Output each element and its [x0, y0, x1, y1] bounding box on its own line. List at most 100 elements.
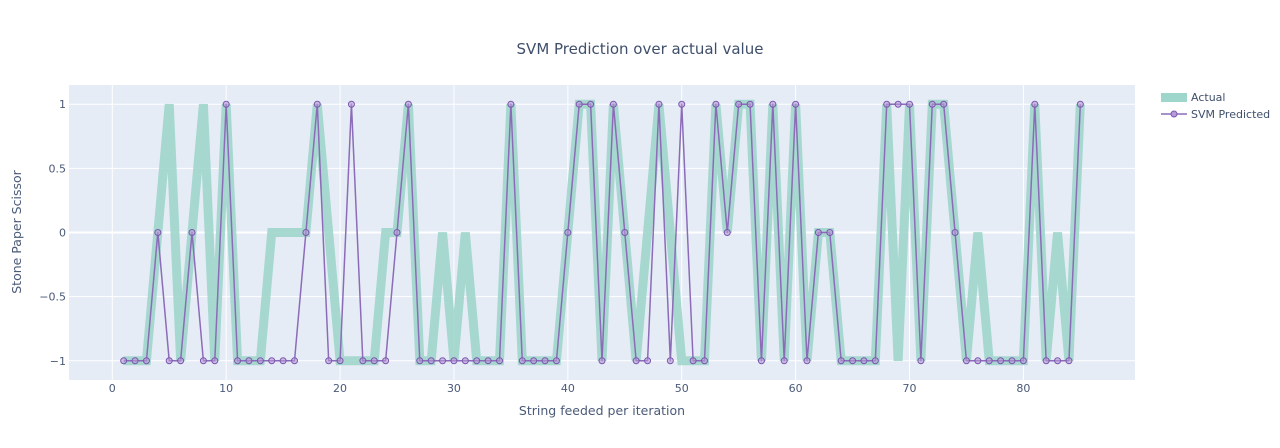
- x-tick-label: 10: [219, 382, 233, 395]
- data-point-svm-predicted[interactable]: [951, 229, 959, 236]
- data-point-svm-predicted[interactable]: [382, 357, 390, 365]
- data-point-svm-predicted[interactable]: [906, 100, 913, 108]
- data-point-svm-predicted[interactable]: [302, 229, 310, 236]
- data-point-svm-predicted[interactable]: [427, 357, 435, 365]
- legend-label-svm-predicted: SVM Predicted: [1191, 108, 1270, 121]
- data-point-svm-predicted[interactable]: [609, 100, 617, 108]
- data-point-svm-predicted[interactable]: [347, 100, 355, 108]
- data-point-svm-predicted[interactable]: [461, 357, 469, 365]
- data-point-svm-predicted[interactable]: [689, 357, 697, 365]
- data-point-svm-predicted[interactable]: [142, 357, 150, 365]
- data-point-svm-predicted[interactable]: [632, 357, 640, 365]
- data-point-svm-predicted[interactable]: [894, 100, 902, 108]
- y-tick-label: −1: [50, 355, 66, 368]
- data-point-svm-predicted[interactable]: [404, 100, 412, 108]
- data-point-svm-predicted[interactable]: [325, 357, 333, 365]
- data-point-svm-predicted[interactable]: [1054, 357, 1062, 365]
- data-point-svm-predicted[interactable]: [359, 357, 367, 365]
- data-point-svm-predicted[interactable]: [1065, 357, 1073, 365]
- data-point-svm-predicted[interactable]: [701, 357, 708, 365]
- data-point-svm-predicted[interactable]: [769, 100, 777, 108]
- data-point-svm-predicted[interactable]: [177, 357, 185, 365]
- data-point-svm-predicted[interactable]: [837, 357, 845, 365]
- x-tick-label: 70: [903, 382, 917, 395]
- data-point-svm-predicted[interactable]: [940, 100, 948, 108]
- data-point-svm-predicted[interactable]: [871, 357, 879, 365]
- data-point-svm-predicted[interactable]: [1008, 357, 1016, 365]
- data-point-svm-predicted[interactable]: [928, 100, 936, 108]
- data-point-svm-predicted[interactable]: [666, 357, 674, 365]
- data-point-svm-predicted[interactable]: [723, 229, 731, 236]
- data-point-svm-predicted[interactable]: [1076, 100, 1084, 108]
- data-point-svm-predicted[interactable]: [131, 357, 139, 365]
- y-tick-labels: −1 −0.5 0 0.5 1: [39, 98, 66, 368]
- data-point-svm-predicted[interactable]: [849, 357, 857, 365]
- data-point-svm-predicted[interactable]: [439, 357, 447, 365]
- data-point-svm-predicted[interactable]: [313, 100, 321, 108]
- data-point-svm-predicted[interactable]: [541, 357, 549, 365]
- data-point-svm-predicted[interactable]: [188, 229, 196, 236]
- x-tick-label: 0: [109, 382, 116, 395]
- data-point-svm-predicted[interactable]: [678, 100, 686, 108]
- y-tick-label: 0: [59, 227, 66, 240]
- data-point-svm-predicted[interactable]: [496, 357, 503, 365]
- data-point-svm-predicted[interactable]: [416, 357, 424, 365]
- data-point-svm-predicted[interactable]: [917, 357, 925, 365]
- data-point-svm-predicted[interactable]: [814, 229, 822, 236]
- data-point-svm-predicted[interactable]: [256, 357, 264, 365]
- data-point-svm-predicted[interactable]: [587, 100, 595, 108]
- data-point-svm-predicted[interactable]: [154, 229, 162, 236]
- data-point-svm-predicted[interactable]: [222, 100, 230, 108]
- data-point-svm-predicted[interactable]: [792, 100, 800, 108]
- x-tick-labels: 0 10 20 30 40 50 60 70 80: [109, 382, 1031, 395]
- legend-item-svm-predicted[interactable]: SVM Predicted: [1161, 108, 1270, 121]
- legend-item-actual[interactable]: Actual: [1161, 91, 1225, 104]
- data-point-svm-predicted[interactable]: [120, 357, 128, 365]
- data-point-svm-predicted[interactable]: [279, 357, 287, 365]
- data-point-svm-predicted[interactable]: [826, 229, 834, 236]
- data-point-svm-predicted[interactable]: [575, 100, 583, 108]
- data-point-svm-predicted[interactable]: [1031, 100, 1039, 108]
- data-point-svm-predicted[interactable]: [336, 357, 344, 365]
- data-point-svm-predicted[interactable]: [518, 357, 526, 365]
- legend-marker-svm-predicted: [1170, 110, 1178, 118]
- data-point-svm-predicted[interactable]: [962, 357, 970, 365]
- data-point-svm-predicted[interactable]: [735, 100, 743, 108]
- data-point-svm-predicted[interactable]: [621, 229, 629, 236]
- data-point-svm-predicted[interactable]: [1019, 357, 1027, 365]
- data-point-svm-predicted[interactable]: [370, 357, 378, 365]
- x-tick-label: 40: [561, 382, 575, 395]
- data-point-svm-predicted[interactable]: [644, 357, 652, 365]
- data-point-svm-predicted[interactable]: [757, 357, 765, 365]
- data-point-svm-predicted[interactable]: [245, 357, 253, 365]
- data-point-svm-predicted[interactable]: [860, 357, 868, 365]
- data-point-svm-predicted[interactable]: [507, 100, 515, 108]
- data-point-svm-predicted[interactable]: [199, 357, 207, 365]
- data-point-svm-predicted[interactable]: [598, 357, 606, 365]
- data-point-svm-predicted[interactable]: [1042, 357, 1050, 365]
- data-point-svm-predicted[interactable]: [883, 100, 891, 108]
- data-point-svm-predicted[interactable]: [780, 357, 788, 365]
- data-point-svm-predicted[interactable]: [655, 100, 663, 108]
- data-point-svm-predicted[interactable]: [165, 357, 173, 365]
- data-point-svm-predicted[interactable]: [552, 357, 560, 365]
- data-point-svm-predicted[interactable]: [564, 229, 572, 236]
- data-point-svm-predicted[interactable]: [211, 357, 219, 365]
- legend[interactable]: Actual SVM Predicted: [1161, 91, 1270, 121]
- data-point-svm-predicted[interactable]: [291, 357, 298, 365]
- data-point-svm-predicted[interactable]: [803, 357, 811, 365]
- data-point-svm-predicted[interactable]: [484, 357, 492, 365]
- x-tick-label: 30: [447, 382, 461, 395]
- data-point-svm-predicted[interactable]: [974, 357, 982, 365]
- data-point-svm-predicted[interactable]: [530, 357, 538, 365]
- data-point-svm-predicted[interactable]: [268, 357, 276, 365]
- data-point-svm-predicted[interactable]: [746, 100, 754, 108]
- data-point-svm-predicted[interactable]: [985, 357, 993, 365]
- data-point-svm-predicted[interactable]: [473, 357, 481, 365]
- data-point-svm-predicted[interactable]: [712, 100, 720, 108]
- x-axis-title: String feeded per iteration: [519, 403, 685, 418]
- data-point-svm-predicted[interactable]: [234, 357, 242, 365]
- data-point-svm-predicted[interactable]: [450, 357, 458, 365]
- data-point-svm-predicted[interactable]: [393, 229, 401, 236]
- data-point-svm-predicted[interactable]: [997, 357, 1005, 365]
